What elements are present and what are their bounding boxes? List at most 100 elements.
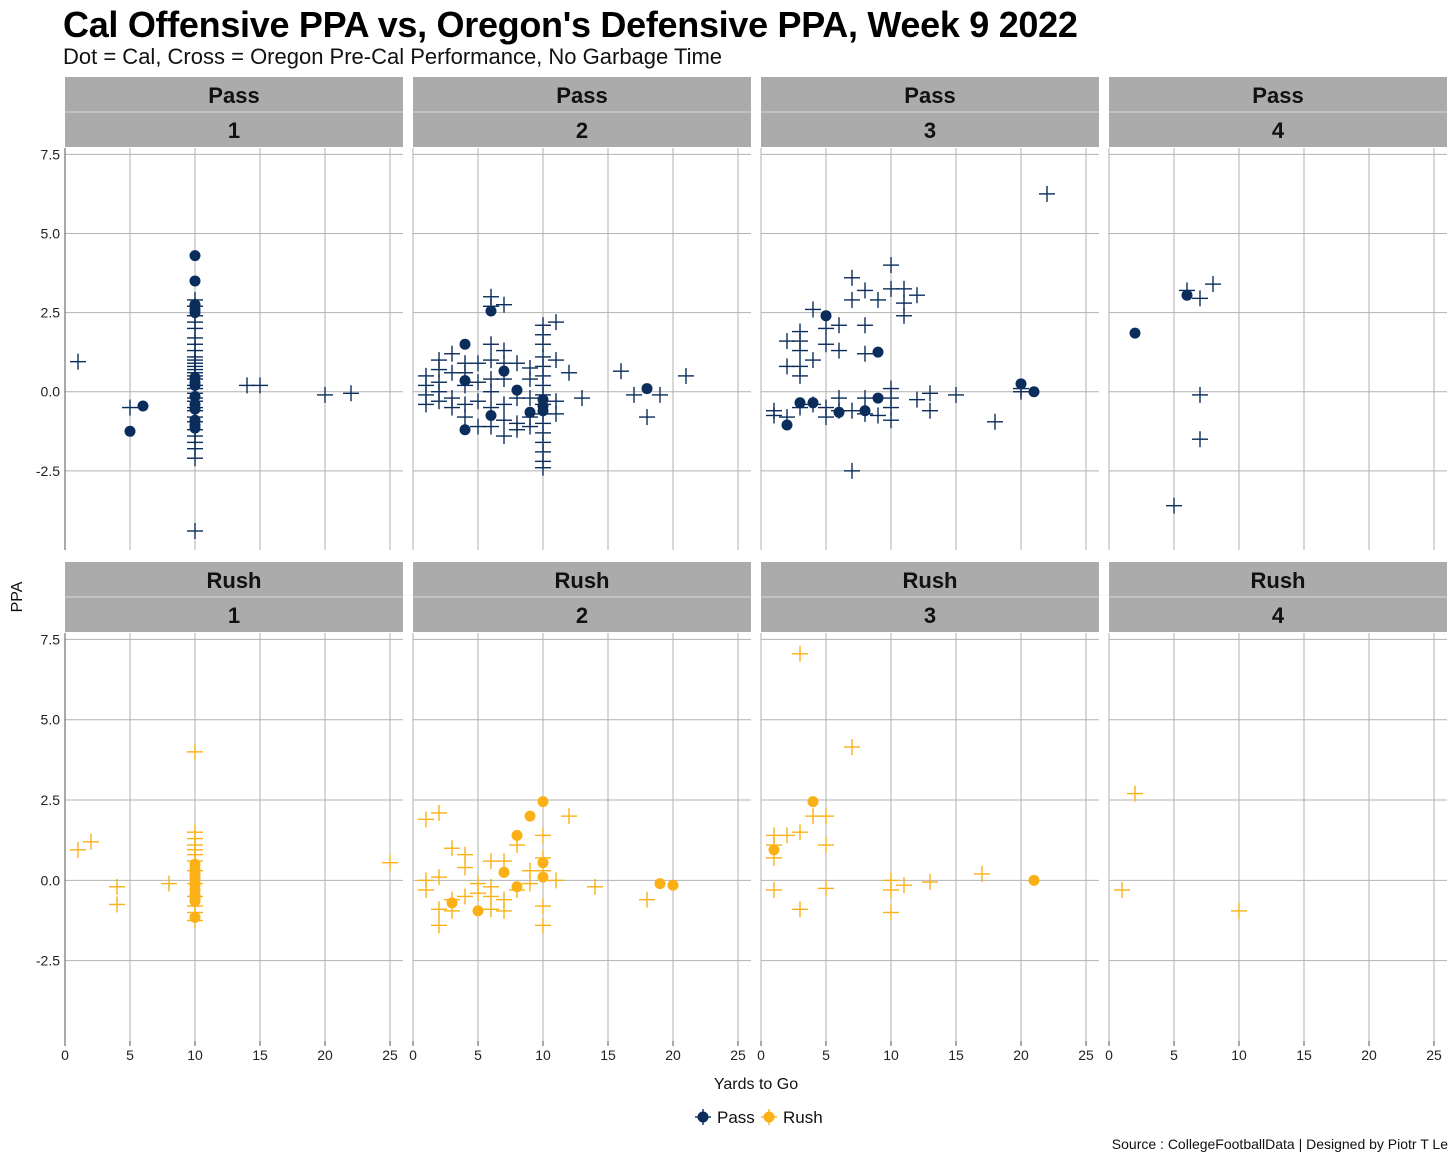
chart-title: Cal Offensive PPA vs, Oregon's Defensive… [63, 4, 1078, 45]
oregon-cross-point [548, 314, 564, 331]
oregon-cross-point [444, 399, 460, 416]
oregon-cross-point [818, 837, 834, 854]
oregon-cross-point [496, 853, 512, 870]
cal-dot-point [781, 419, 793, 431]
cal-dot-point [446, 897, 458, 909]
oregon-cross-point [948, 386, 964, 403]
y-tick-label: 7.5 [41, 631, 61, 647]
oregon-cross-point [161, 875, 177, 892]
cal-dot-point [498, 866, 510, 878]
cal-dot-point [794, 397, 806, 409]
oregon-cross-point [831, 342, 847, 359]
x-tick-label: 25 [730, 1047, 746, 1063]
facet-label-down: 4 [1272, 118, 1285, 143]
oregon-cross-point [844, 739, 860, 756]
cal-dot-point [1028, 386, 1040, 398]
oregon-cross-point [766, 407, 782, 424]
oregon-cross-point [922, 385, 938, 402]
oregon-cross-point [418, 811, 434, 828]
oregon-cross-point [857, 345, 873, 362]
legend-key-pass [695, 1109, 711, 1125]
oregon-cross-point [987, 413, 1003, 430]
x-tick-label: 5 [474, 1047, 482, 1063]
oregon-cross-point [444, 345, 460, 362]
x-tick-label: 10 [883, 1047, 899, 1063]
x-tick-label: 10 [187, 1047, 203, 1063]
y-tick-label: 5.0 [41, 712, 61, 728]
x-tick-label: 0 [1105, 1047, 1113, 1063]
x-tick-label: 20 [665, 1047, 681, 1063]
oregon-cross-point [844, 462, 860, 479]
oregon-cross-point [509, 421, 525, 438]
oregon-cross-point [909, 287, 925, 304]
oregon-cross-point [470, 393, 486, 410]
oregon-cross-point [1114, 882, 1130, 899]
y-tick-label: -2.5 [36, 953, 60, 969]
cal-dot-point [537, 405, 549, 417]
x-tick-label: 15 [1296, 1047, 1312, 1063]
facet-label-down: 3 [924, 118, 936, 143]
oregon-cross-point [613, 363, 629, 380]
oregon-cross-point [252, 377, 268, 394]
cal-dot-point [820, 310, 832, 322]
oregon-cross-point [792, 824, 808, 841]
oregon-cross-point [431, 917, 447, 934]
oregon-cross-point [792, 901, 808, 918]
oregon-cross-point [522, 418, 538, 435]
oregon-cross-point [844, 402, 860, 419]
oregon-cross-point [883, 412, 899, 429]
facet-label-play: Pass [1252, 83, 1303, 108]
oregon-cross-point [1205, 276, 1221, 293]
cal-dot-point [189, 390, 201, 402]
cal-dot-point [537, 871, 549, 883]
chart-caption: Source : CollegeFootballData | Designed … [1111, 1136, 1448, 1152]
cal-dot-point [511, 384, 523, 396]
y-tick-label: 5.0 [41, 225, 61, 241]
cal-dot-point [1129, 327, 1141, 339]
oregon-cross-point [1127, 785, 1143, 802]
oregon-cross-point [922, 402, 938, 419]
facet-label-play: Pass [556, 83, 607, 108]
cal-dot-point [137, 400, 149, 412]
oregon-cross-point [974, 865, 990, 882]
x-tick-label: 25 [1078, 1047, 1094, 1063]
oregon-cross-point [639, 891, 655, 908]
oregon-cross-point [766, 882, 782, 899]
cal-dot-point [459, 338, 471, 350]
oregon-cross-point [431, 393, 447, 410]
cal-dot-point [498, 365, 510, 377]
facet-label-down: 2 [576, 603, 588, 628]
oregon-cross-point [548, 352, 564, 369]
cal-dot-point [872, 392, 884, 404]
legend-label: Rush [783, 1108, 823, 1127]
oregon-cross-point [883, 257, 899, 274]
facet-label-play: Pass [208, 83, 259, 108]
facet-label-play: Rush [207, 568, 262, 593]
cal-dot-point [189, 307, 201, 319]
cal-dot-point [189, 911, 201, 923]
oregon-cross-point [818, 336, 834, 353]
y-tick-label: -2.5 [36, 463, 60, 479]
oregon-cross-point [792, 645, 808, 662]
oregon-cross-point [522, 371, 538, 388]
oregon-cross-point [457, 859, 473, 876]
oregon-cross-point [535, 898, 551, 915]
x-tick-label: 0 [61, 1047, 69, 1063]
x-tick-label: 5 [1170, 1047, 1178, 1063]
y-tick-label: 7.5 [41, 146, 61, 162]
oregon-cross-point [857, 390, 873, 407]
oregon-cross-point [678, 367, 694, 384]
oregon-cross-point [652, 386, 668, 403]
oregon-cross-point [457, 888, 473, 905]
oregon-cross-point [444, 840, 460, 857]
x-tick-label: 5 [822, 1047, 830, 1063]
oregon-cross-point [548, 872, 564, 889]
oregon-cross-point [818, 320, 834, 337]
oregon-cross-point [870, 407, 886, 424]
x-tick-label: 15 [600, 1047, 616, 1063]
x-tick-label: 0 [409, 1047, 417, 1063]
y-tick-label: 0.0 [41, 384, 61, 400]
oregon-cross-point [509, 355, 525, 372]
oregon-cross-point [483, 901, 499, 918]
oregon-cross-point [818, 409, 834, 426]
